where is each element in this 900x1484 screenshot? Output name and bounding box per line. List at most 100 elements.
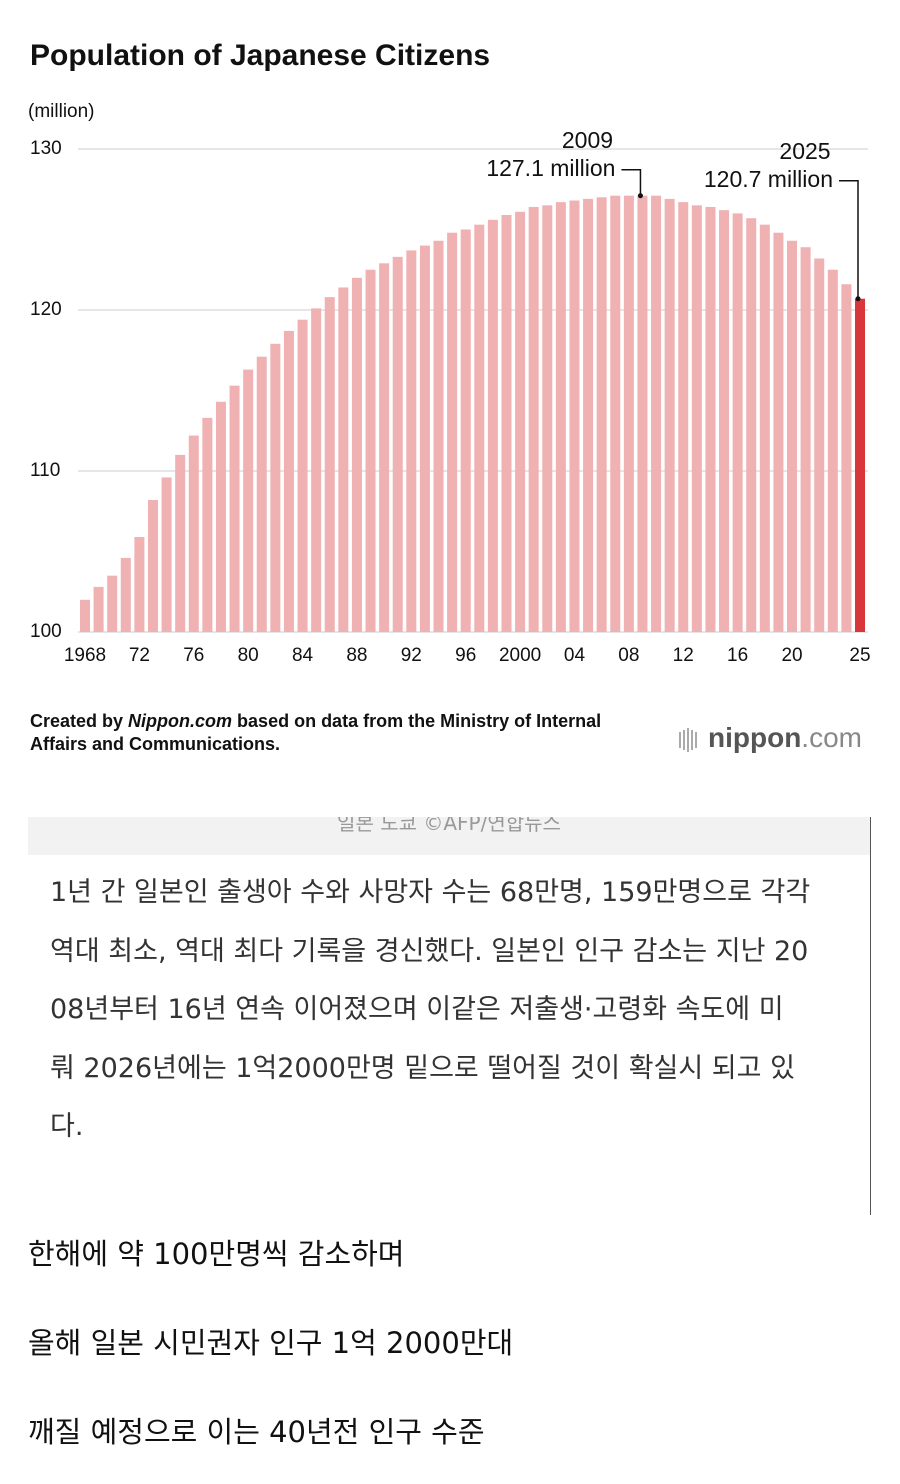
- bar: [351, 277, 362, 632]
- paragraph-line: 역대 최소, 역대 최다 기록을 경신했다. 일본인 인구 감소는 지난 20: [50, 935, 809, 967]
- y-unit: (million): [28, 101, 95, 122]
- annotation-label: 127.1 million: [486, 155, 615, 181]
- y-tick-label: 110: [30, 460, 60, 481]
- annotation-dot: [855, 296, 861, 302]
- x-tick-label: 16: [727, 645, 748, 666]
- bar: [256, 356, 267, 632]
- bar: [338, 287, 349, 632]
- annotation-label: 120.7 million: [704, 166, 833, 192]
- x-tick-label: 96: [455, 645, 476, 666]
- y-tick-label: 100: [30, 621, 62, 642]
- photo-caption-strip: 일본 도쿄 ©AFP/연합뉴스: [28, 817, 870, 855]
- bar: [324, 297, 335, 632]
- bar: [651, 195, 662, 632]
- bar: [814, 258, 825, 632]
- bar: [501, 215, 512, 632]
- bar: [474, 224, 485, 633]
- bar: [691, 205, 702, 632]
- x-tick-label: 04: [564, 645, 586, 666]
- bar: [161, 477, 172, 632]
- bar: [705, 206, 716, 632]
- bar: [623, 195, 634, 632]
- bar: [80, 599, 90, 632]
- bar: [569, 200, 580, 632]
- bar: [365, 269, 376, 632]
- bar: [283, 330, 294, 632]
- source-site: Nippon.com: [128, 711, 232, 731]
- x-tick-label: 2000: [499, 645, 541, 666]
- source-text: Created by: [30, 711, 128, 731]
- bar: [746, 218, 757, 633]
- logo-suffix: .com: [801, 722, 862, 753]
- annotation-dot: [637, 193, 643, 199]
- x-tick-label: 72: [129, 645, 150, 666]
- bar: [188, 435, 199, 632]
- annotation-year: 2025: [779, 138, 830, 164]
- bar: [107, 575, 118, 632]
- bar: [719, 210, 730, 632]
- paragraph-line: 1년 간 일본인 출생아 수와 사망자 수는 68만명, 159만명으로 각각: [50, 877, 811, 908]
- bar: [147, 499, 158, 632]
- bar: [555, 202, 566, 632]
- bar: [664, 198, 675, 632]
- bar: [827, 269, 838, 632]
- y-tick-label: 120: [30, 299, 62, 320]
- paragraph-line: 다.: [50, 1111, 84, 1142]
- bar: [528, 206, 539, 632]
- bar: [175, 454, 186, 632]
- annotation-leader: [621, 168, 642, 196]
- bar: [270, 343, 281, 632]
- logo: nippon.com: [708, 722, 862, 753]
- chart-title: Population of Japanese Citizens: [30, 39, 490, 72]
- logo-mark: [679, 728, 697, 752]
- x-tick-label: 20: [781, 645, 802, 666]
- bar: [787, 240, 798, 632]
- bar: [773, 232, 784, 632]
- y-tick-label: 130: [30, 138, 62, 159]
- comment-line: 한해에 약 100만명씩 감소하며: [28, 1237, 405, 1271]
- x-tick-label: 92: [401, 645, 422, 666]
- bar: [515, 211, 526, 633]
- x-tick-label: 76: [183, 645, 204, 666]
- comment-line: 깨질 예정으로 이는 40년전 인구 수준: [28, 1415, 485, 1449]
- x-tick-label: 88: [346, 645, 367, 666]
- bar: [120, 557, 131, 632]
- x-tick-label: 1968: [64, 645, 106, 666]
- bar: [433, 240, 444, 632]
- x-tick-label: 84: [292, 645, 314, 666]
- bar: [759, 224, 770, 633]
- border: [870, 817, 871, 1215]
- bar: [297, 319, 308, 632]
- bar: [800, 247, 811, 632]
- paragraph-line: 뤄 2026년에는 1억2000만명 밑으로 떨어질 것이 확실시 되고 있: [50, 1052, 795, 1084]
- logo-main: nippon: [708, 722, 801, 753]
- bar: [596, 197, 607, 633]
- x-tick-label: 80: [238, 645, 259, 666]
- source-text: based on data from the Ministry of Inter…: [232, 711, 601, 731]
- comment-line: 올해 일본 시민권자 인구 1억 2000만대: [28, 1326, 514, 1360]
- bar: [637, 195, 648, 632]
- bar: [392, 256, 403, 632]
- bar: [610, 195, 621, 632]
- x-tick-label: 08: [618, 645, 639, 666]
- x-tick-label: 25: [849, 645, 870, 666]
- annotation-leader: [839, 179, 859, 299]
- bar: [406, 250, 417, 632]
- source: Created by Nippon.com based on data from…: [30, 711, 601, 731]
- bar: [215, 401, 226, 632]
- bar: [855, 298, 865, 632]
- bar: [419, 245, 430, 632]
- bar: [447, 232, 458, 632]
- bar: [311, 308, 322, 632]
- bar: [542, 205, 553, 632]
- bar: [243, 369, 254, 632]
- bar: [583, 198, 594, 632]
- bar: [202, 417, 213, 632]
- bar: [732, 213, 743, 632]
- annotation-year: 2009: [562, 127, 613, 153]
- bar: [487, 219, 498, 632]
- source-line: Affairs and Communications.: [30, 734, 280, 754]
- bar: [678, 202, 689, 632]
- bar: [93, 586, 104, 632]
